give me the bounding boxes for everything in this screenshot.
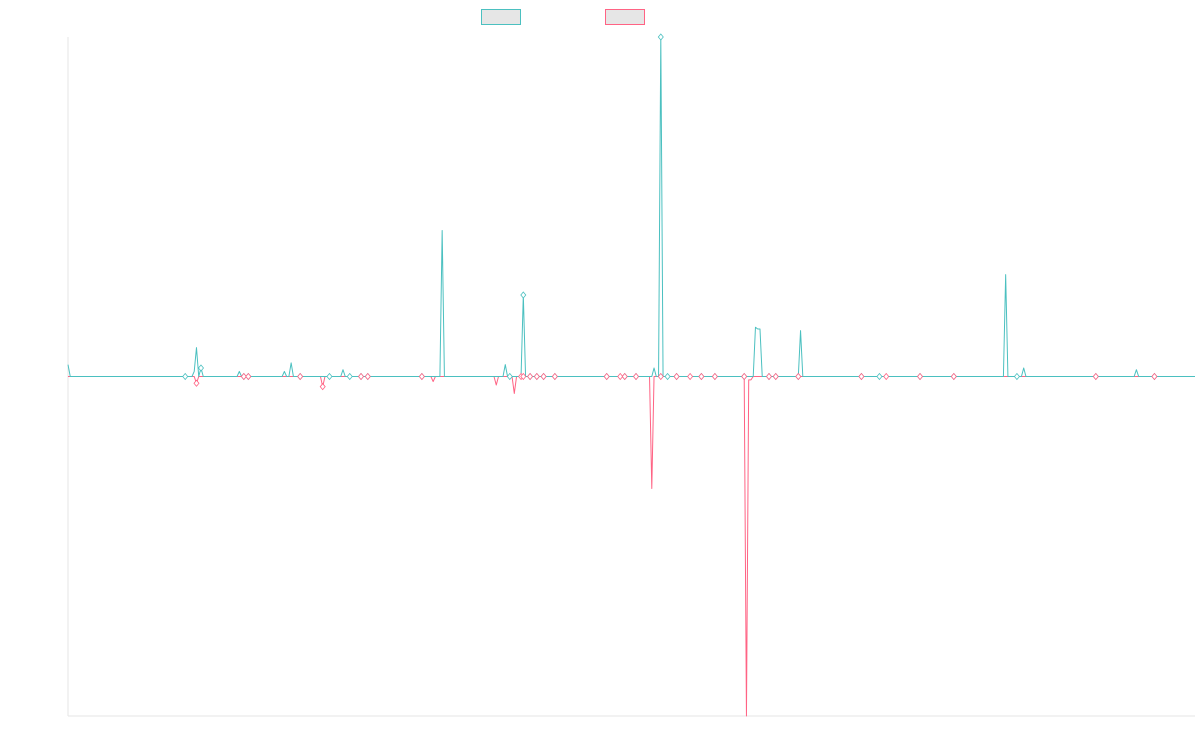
series-0-point: [326, 372, 333, 381]
series-1-point: [632, 372, 640, 381]
series-0-point: [1013, 372, 1020, 381]
series-1-point: [673, 372, 680, 381]
legend-item-series-1[interactable]: [605, 9, 645, 25]
series-1-point: [418, 372, 425, 381]
series-1-point: [357, 372, 365, 381]
series-1-point: [687, 372, 694, 381]
series-1-point: [603, 372, 610, 381]
series-1-point: [520, 372, 527, 381]
series-1-line: [68, 376, 1195, 717]
series-1-point: [698, 372, 705, 381]
series-0-point: [182, 372, 189, 381]
series-0-point: [346, 372, 353, 381]
series-1-point: [617, 372, 624, 381]
series-1-point: [741, 372, 748, 381]
series-0-point: [876, 372, 883, 381]
series-1-point: [245, 372, 252, 381]
series-1-point: [795, 372, 802, 381]
series-1-point: [711, 372, 718, 381]
series-1-point: [240, 372, 247, 381]
series-1-point: [950, 372, 957, 381]
series-1-point: [765, 372, 773, 381]
series-1-point: [551, 372, 558, 381]
series-1-point: [297, 372, 304, 381]
series-0-line: [67, 36, 1195, 377]
series-1-point: [364, 372, 371, 381]
series-0-point: [657, 33, 664, 41]
series-1-point: [1151, 372, 1158, 381]
series-0-point: [506, 372, 513, 381]
series-1-point: [1092, 372, 1099, 381]
series-0-point: [197, 364, 205, 372]
series-0-point: [520, 291, 527, 299]
series-1-point: [916, 372, 924, 381]
series-1-point: [319, 383, 326, 391]
legend-item-series-0[interactable]: [481, 9, 521, 25]
series-1-point: [621, 372, 628, 381]
series-1-point: [533, 372, 540, 381]
series-1-point: [193, 379, 200, 387]
series-1-point: [772, 372, 779, 381]
legend-swatch: [481, 9, 521, 25]
series-1-point: [858, 372, 865, 381]
legend-swatch: [605, 9, 645, 25]
series-0-point: [664, 372, 671, 381]
series-1-point: [540, 372, 547, 381]
series-1-point: [527, 372, 534, 381]
legend: [0, 9, 1200, 27]
series-1-point: [657, 372, 664, 381]
series-1-point: [883, 372, 890, 381]
